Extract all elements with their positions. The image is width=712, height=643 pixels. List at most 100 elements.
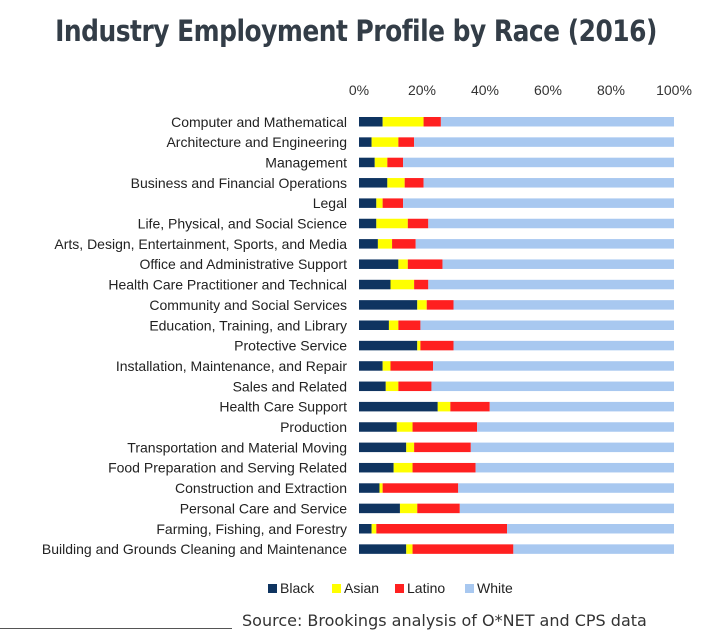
bar-segment-asian	[371, 524, 377, 534]
bar-segment-asian	[390, 279, 415, 290]
bar-segment-white	[415, 239, 674, 249]
bar-segment-latino	[412, 544, 514, 554]
bar-segment-white	[428, 279, 674, 290]
bar-segment-asian	[387, 178, 405, 188]
bar-segment-asian	[388, 320, 399, 330]
bar-segment-white	[403, 157, 674, 168]
legend-swatch-latino	[395, 584, 404, 593]
bar-segment-black	[359, 503, 400, 514]
bar-segment-black	[359, 483, 380, 493]
bar-segment-latino	[382, 483, 459, 493]
bar-segment-black	[359, 198, 377, 208]
bar-segment-asian	[437, 401, 451, 412]
category-label: Legal	[313, 195, 347, 211]
bar-segment-black	[359, 259, 399, 269]
source-note: Source: Brookings analysis of O*NET and …	[242, 611, 647, 630]
bar-segment-black	[359, 462, 394, 473]
legend-swatch-asian	[332, 584, 341, 593]
bar-segment-white	[453, 300, 674, 310]
category-label: Farming, Fishing, and Forestry	[156, 521, 347, 537]
bar-segment-latino	[404, 178, 424, 188]
bar-segment-white	[431, 381, 674, 392]
bar-segment-asian	[393, 462, 413, 473]
bar-segment-latino	[382, 198, 404, 208]
bar-segment-black	[359, 279, 391, 290]
bar-segment-asian	[382, 117, 424, 127]
bar-segment-latino	[414, 442, 471, 453]
category-label: Food Preparation and Serving Related	[108, 460, 347, 476]
bar-segment-latino	[412, 422, 478, 432]
category-label: Life, Physical, and Social Science	[138, 216, 348, 232]
bar-segment-latino	[420, 340, 454, 351]
bar-segment-latino	[398, 381, 432, 392]
legend-swatch-black	[268, 584, 277, 593]
category-label: Management	[265, 154, 347, 170]
bar-segment-black	[359, 218, 377, 229]
bar-segment-black	[359, 361, 383, 371]
bar-segment-asian	[406, 544, 413, 554]
category-label: Health Care Practitioner and Technical	[108, 277, 347, 293]
category-label: Community and Social Services	[149, 297, 347, 313]
category-label: Arts, Design, Entertainment, Sports, and…	[54, 236, 347, 252]
category-label: Transportation and Material Moving	[127, 439, 347, 455]
bar-segment-asian	[379, 483, 383, 493]
bar-segment-latino	[423, 117, 441, 127]
bar-segment-latino	[414, 279, 429, 290]
bar-segment-white	[420, 320, 674, 330]
bar-segment-asian	[371, 137, 399, 147]
x-tick-label: 60%	[534, 82, 562, 98]
bar-segment-black	[359, 544, 407, 554]
category-label: Construction and Extraction	[175, 480, 347, 496]
bar-segment-black	[359, 300, 418, 310]
bar-segment-latino	[392, 239, 416, 249]
bar-segment-white	[453, 340, 674, 351]
bar-segment-black	[359, 401, 438, 412]
legend-label: Latino	[407, 580, 445, 596]
bar-segment-white	[433, 361, 674, 371]
bar-segment-white	[470, 442, 674, 453]
bar-segment-black	[359, 178, 388, 188]
bar-segment-black	[359, 381, 386, 392]
category-label: Personal Care and Service	[180, 500, 348, 516]
category-label: Business and Financial Operations	[131, 175, 347, 191]
legend-label: White	[477, 580, 513, 596]
bar-segment-white	[489, 401, 674, 412]
bar-segment-asian	[376, 198, 383, 208]
bar-segment-black	[359, 157, 375, 168]
legend-label: Asian	[344, 580, 379, 596]
bar-segment-white	[475, 462, 674, 473]
bar-segment-latino	[426, 300, 454, 310]
bar-segment-white	[428, 218, 674, 229]
bar-segment-asian	[376, 218, 408, 229]
bar-segment-black	[359, 340, 418, 351]
category-label: Production	[280, 419, 347, 435]
category-label: Office and Administrative Support	[139, 256, 347, 272]
bar-segment-black	[359, 422, 397, 432]
bar-segment-latino	[412, 462, 476, 473]
category-label: Education, Training, and Library	[149, 317, 347, 333]
stacked-bar-chart: 0% 20% 40% 60% 80% 100% Computer and Mathemat…	[42, 82, 692, 596]
bar-segment-black	[359, 117, 383, 127]
bar-segment-asian	[406, 442, 415, 453]
legend-swatch-white	[465, 584, 474, 593]
category-label: Computer and Mathematical	[171, 114, 347, 130]
bar-segment-asian	[382, 361, 391, 371]
category-label: Building and Grounds Cleaning and Mainte…	[42, 541, 347, 557]
bar-segment-asian	[396, 422, 413, 432]
bar-segment-asian	[398, 259, 408, 269]
bar-segment-latino	[376, 524, 508, 534]
bar-segment-white	[403, 198, 674, 208]
x-axis-ticks: 0% 20% 40% 60% 80% 100%	[349, 82, 692, 98]
x-tick-label: 20%	[408, 82, 436, 98]
bar-segment-white	[442, 259, 674, 269]
bar-segment-black	[359, 524, 372, 534]
chart-title: Industry Employment Profile by Race (201…	[55, 14, 657, 48]
x-tick-label: 0%	[349, 82, 369, 98]
bar-segment-white	[440, 117, 674, 127]
bar-segment-latino	[450, 401, 490, 412]
bar-segment-white	[458, 483, 674, 493]
bar-segment-black	[359, 320, 389, 330]
bar-segment-asian	[417, 340, 421, 351]
bar-segment-latino	[390, 361, 434, 371]
category-label: Protective Service	[234, 338, 347, 354]
